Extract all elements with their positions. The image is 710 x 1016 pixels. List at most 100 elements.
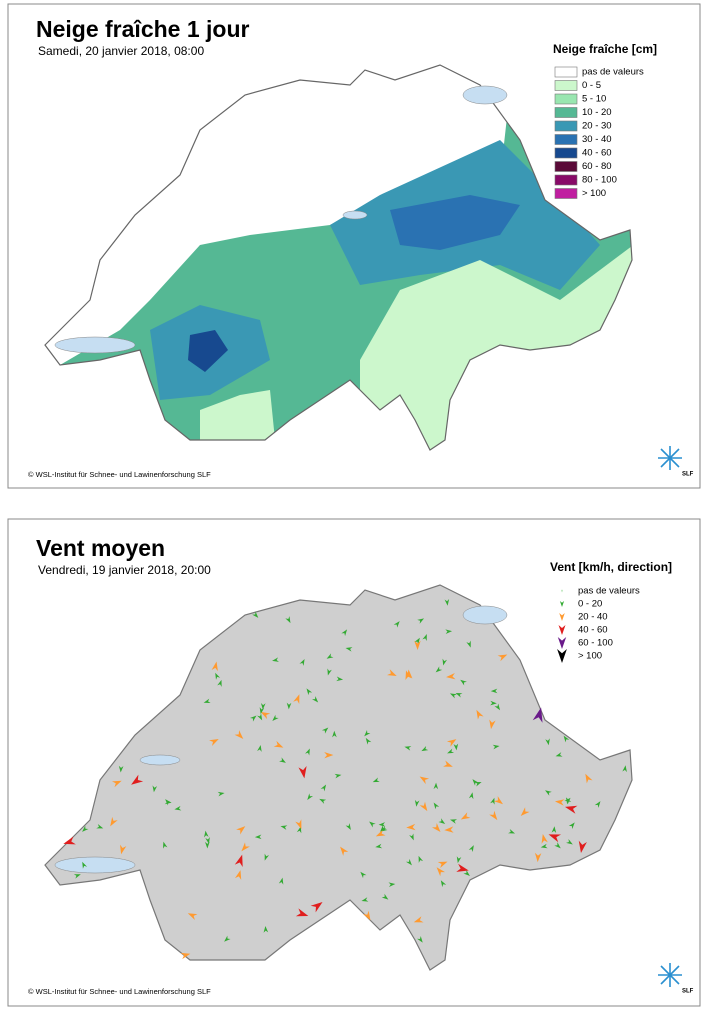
lake <box>462 605 508 625</box>
arrow <box>131 774 144 785</box>
arrow <box>468 845 474 853</box>
arrow <box>446 739 457 747</box>
arrow <box>205 837 210 844</box>
arrow <box>375 843 383 849</box>
legend-label: pas de valeurs <box>578 586 640 597</box>
legend: pas de valeurs 0 - 5 5 - 10 10 - 20 20 - 30 3… <box>554 66 644 199</box>
arrow <box>557 637 567 649</box>
arrow <box>326 653 334 659</box>
arrow <box>489 719 496 730</box>
legend-swatch <box>554 66 578 78</box>
arrow <box>455 693 463 698</box>
logo-text: SLF <box>682 472 694 478</box>
arrow <box>299 658 305 666</box>
arrow <box>594 801 601 808</box>
arrow <box>414 799 420 807</box>
arrow <box>559 601 565 607</box>
arrow <box>494 703 501 711</box>
arrow <box>564 805 578 814</box>
arrow <box>272 714 279 722</box>
arrow <box>82 861 88 869</box>
snow-panel: Neige fraîche 1 jour Samedi, 20 janvier … <box>7 3 701 489</box>
copyright: © WSL-Institut für Schnee- und Lawinenfo… <box>28 470 211 479</box>
arrow <box>260 702 266 710</box>
arrow <box>444 598 450 606</box>
arrow <box>305 748 310 756</box>
arrow <box>419 801 428 812</box>
arrow <box>409 833 414 841</box>
legend-label: 40 - 60 <box>578 625 608 636</box>
arrow <box>263 926 269 933</box>
arrow <box>460 679 467 686</box>
arrow <box>532 707 543 723</box>
arrow <box>307 793 314 801</box>
arrow <box>534 852 542 863</box>
arrow <box>418 855 424 863</box>
arrow <box>110 816 118 827</box>
arrow <box>456 856 462 864</box>
arrow <box>234 870 242 880</box>
arrow <box>341 629 348 637</box>
legend-swatch <box>554 107 578 118</box>
arrow <box>241 842 250 852</box>
legend-label: 80 - 100 <box>582 175 617 186</box>
arrow <box>306 688 313 696</box>
arrow <box>272 657 279 662</box>
arrow <box>345 647 353 652</box>
legend-swatch <box>554 134 578 145</box>
arrow <box>444 826 454 833</box>
legend: pas de valeurs 0 - 20 20 - 40 40 - 60 60 - 1… <box>557 586 640 663</box>
arrow <box>433 802 440 810</box>
arrow <box>565 797 572 805</box>
lake <box>54 856 136 874</box>
legend-swatch <box>554 80 578 91</box>
arrow <box>334 773 342 779</box>
title: Vent moyen <box>36 535 165 561</box>
arrow <box>404 746 412 751</box>
legend-label: 60 - 80 <box>582 161 612 172</box>
arrow <box>422 634 427 642</box>
arrow <box>460 812 471 820</box>
arrow <box>456 863 469 872</box>
arrow <box>554 842 561 849</box>
arrow <box>162 841 168 849</box>
legend-swatch <box>554 188 578 199</box>
arrow <box>298 766 307 779</box>
arrow <box>437 861 448 869</box>
arrow <box>378 822 386 827</box>
arrow <box>435 666 443 673</box>
legend-label: 20 - 40 <box>578 612 608 623</box>
legend-label: 20 - 30 <box>582 121 612 132</box>
arrow <box>264 853 270 861</box>
arrow <box>365 737 372 745</box>
arrow <box>324 751 334 759</box>
arrow <box>327 668 332 676</box>
arrow <box>387 669 397 677</box>
arrow <box>280 825 288 830</box>
legend-label: 0 - 5 <box>582 80 601 91</box>
lake <box>139 754 181 766</box>
arrow <box>560 589 564 593</box>
lake <box>54 336 136 354</box>
arrow <box>187 913 198 920</box>
arrow <box>295 819 302 830</box>
arrow <box>508 828 516 834</box>
arrow <box>320 784 327 792</box>
arrow <box>450 819 458 824</box>
arrow <box>345 823 351 831</box>
arrow <box>364 729 371 737</box>
arrow <box>375 829 386 837</box>
arrow <box>490 700 497 706</box>
legend-title: Vent [km/h, direction] <box>550 560 672 574</box>
arrow <box>489 810 498 821</box>
arrow <box>211 661 218 672</box>
legend-label: pas de valeurs <box>582 67 644 78</box>
arrow <box>466 640 471 648</box>
arrow <box>215 672 221 680</box>
arrow <box>490 797 495 805</box>
arrow <box>557 649 567 663</box>
arrow <box>440 880 447 888</box>
arrow <box>152 785 158 793</box>
